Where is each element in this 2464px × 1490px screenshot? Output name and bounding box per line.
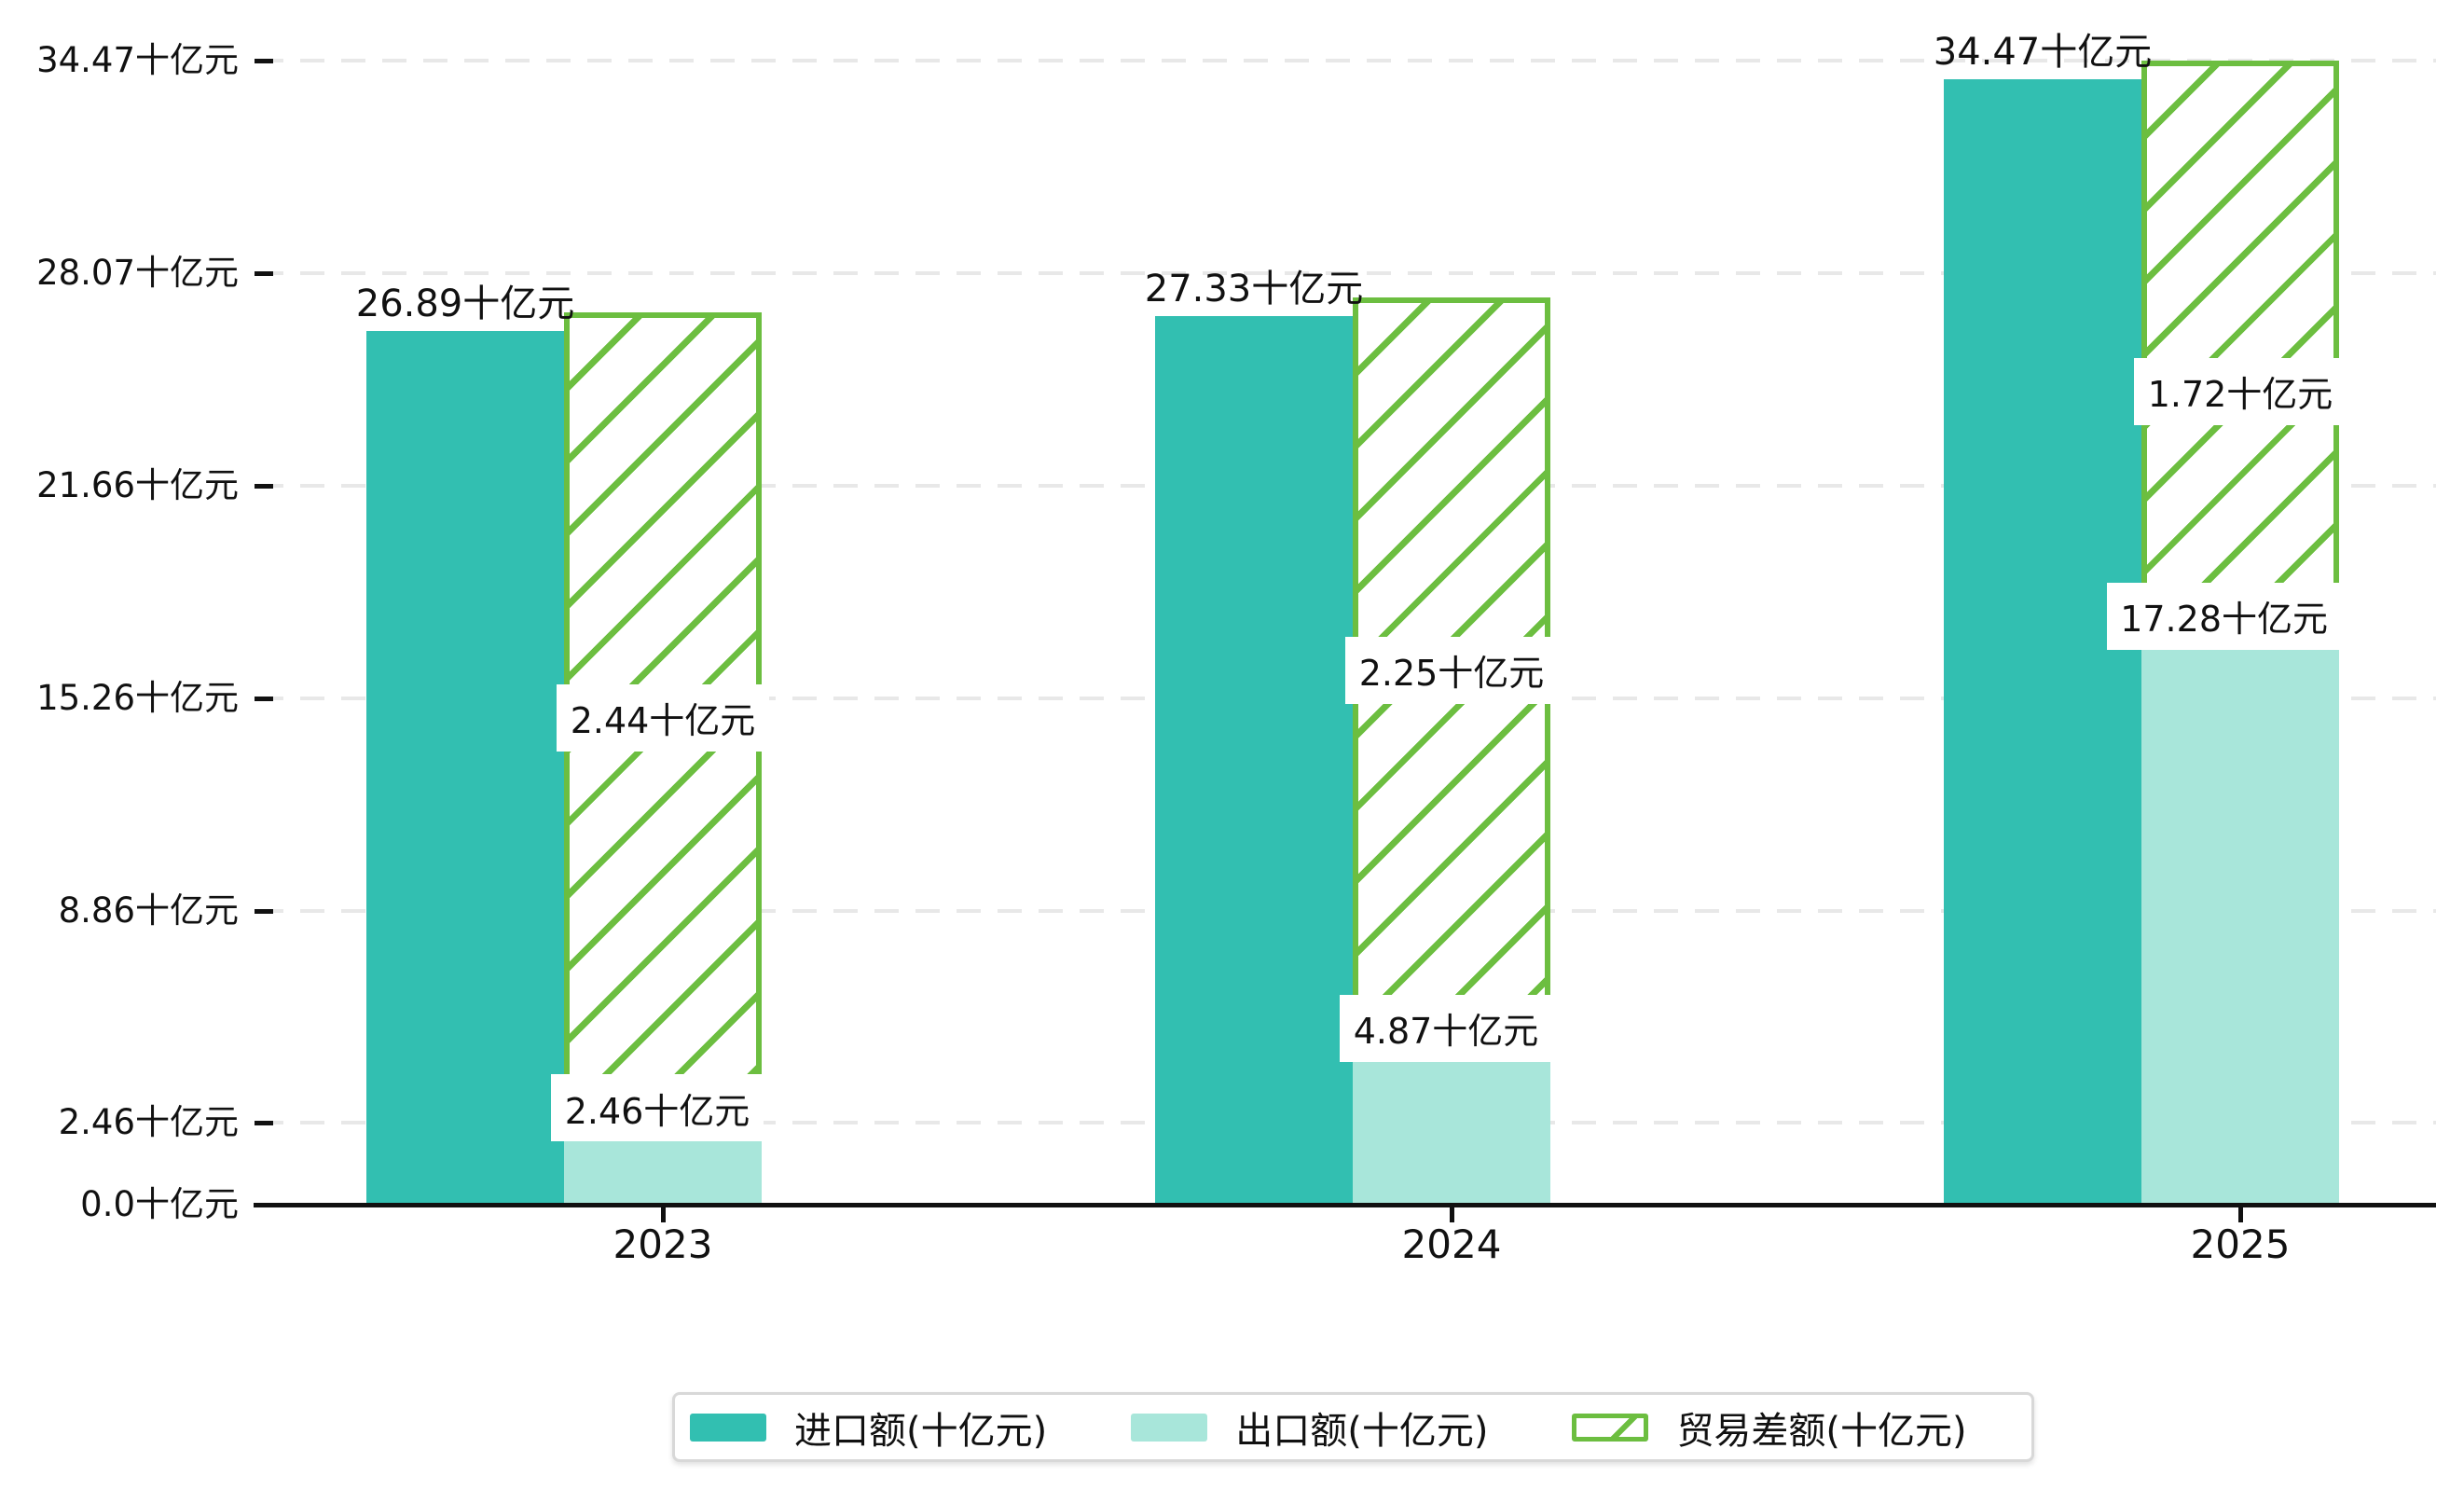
import-value-label-2023: 26.89十亿元 bbox=[355, 282, 575, 325]
y-axis-label-2.46十亿元: 2.46十亿元 bbox=[58, 1102, 239, 1143]
y-axis-label-8.86十亿元: 8.86十亿元 bbox=[58, 890, 239, 931]
x-axis-label-2025: 2025 bbox=[2190, 1221, 2291, 1267]
x-axis-label-2024: 2024 bbox=[1401, 1221, 1502, 1267]
legend: 进口额(十亿元) 出口额(十亿元) 贸易差额(十亿元) bbox=[672, 1392, 2034, 1462]
legend-label-import: 进口额(十亿元) bbox=[794, 1409, 1048, 1453]
import-bar-2023 bbox=[366, 330, 564, 1205]
export-value-label-2023: 2.46十亿元 bbox=[551, 1074, 764, 1142]
balance-hatch-swatch bbox=[1572, 1413, 1649, 1442]
balance-value-label-2024: 2.25十亿元 bbox=[1345, 636, 1558, 704]
gridline-y-28.07十亿元 bbox=[259, 270, 2436, 275]
export-bar-2023 bbox=[564, 1141, 762, 1205]
import-bar-2024 bbox=[1155, 316, 1353, 1205]
export-bar-2024 bbox=[1353, 1061, 1550, 1205]
x-axis-tick-2024 bbox=[1450, 1207, 1454, 1222]
export-bar-2025 bbox=[2141, 649, 2339, 1205]
import-value-label-2024: 27.33十亿元 bbox=[1144, 268, 1364, 311]
y-axis-tick-28.07十亿元 bbox=[255, 270, 273, 276]
gridline-y-34.47十亿元 bbox=[259, 58, 2436, 62]
import-value-label-2025: 34.47十亿元 bbox=[1933, 30, 2153, 74]
y-axis-tick-34.47十亿元 bbox=[255, 58, 273, 63]
x-axis-tick-2025 bbox=[2238, 1207, 2243, 1222]
x-axis-line bbox=[254, 1203, 2436, 1207]
y-axis-tick-2.46十亿元 bbox=[255, 1121, 273, 1126]
y-axis-label-28.07十亿元: 28.07十亿元 bbox=[36, 252, 239, 293]
legend-item-import: 进口额(十亿元) bbox=[690, 1400, 1047, 1455]
legend-label-balance: 贸易差额(十亿元) bbox=[1676, 1409, 1967, 1453]
y-axis-tick-21.66十亿元 bbox=[255, 483, 273, 489]
export-swatch bbox=[1131, 1413, 1208, 1442]
y-axis-label-15.26十亿元: 15.26十亿元 bbox=[36, 677, 239, 718]
y-axis-label-0.0十亿元: 0.0十亿元 bbox=[80, 1184, 239, 1224]
balance-value-label-2023: 2.44十亿元 bbox=[557, 683, 769, 752]
balance-hatch-bar-2025 bbox=[2141, 60, 2339, 650]
legend-item-balance: 贸易差额(十亿元) bbox=[1572, 1400, 1967, 1455]
x-axis-tick-2023 bbox=[661, 1207, 666, 1222]
y-axis-label-34.47十亿元: 34.47十亿元 bbox=[36, 39, 239, 80]
balance-value-label-2025: 1.72十亿元 bbox=[2134, 357, 2347, 425]
export-value-label-2024: 4.87十亿元 bbox=[1340, 994, 1552, 1062]
x-axis-label-2023: 2023 bbox=[613, 1221, 713, 1267]
export-value-label-2025: 17.28十亿元 bbox=[2107, 582, 2341, 650]
y-axis-tick-8.86十亿元 bbox=[255, 908, 273, 914]
y-axis-tick-15.26十亿元 bbox=[255, 696, 273, 701]
legend-label-export: 出口额(十亿元) bbox=[1235, 1409, 1489, 1453]
import-swatch bbox=[690, 1413, 766, 1442]
legend-item-export: 出口额(十亿元) bbox=[1131, 1400, 1488, 1455]
y-axis-label-21.66十亿元: 21.66十亿元 bbox=[36, 464, 239, 505]
